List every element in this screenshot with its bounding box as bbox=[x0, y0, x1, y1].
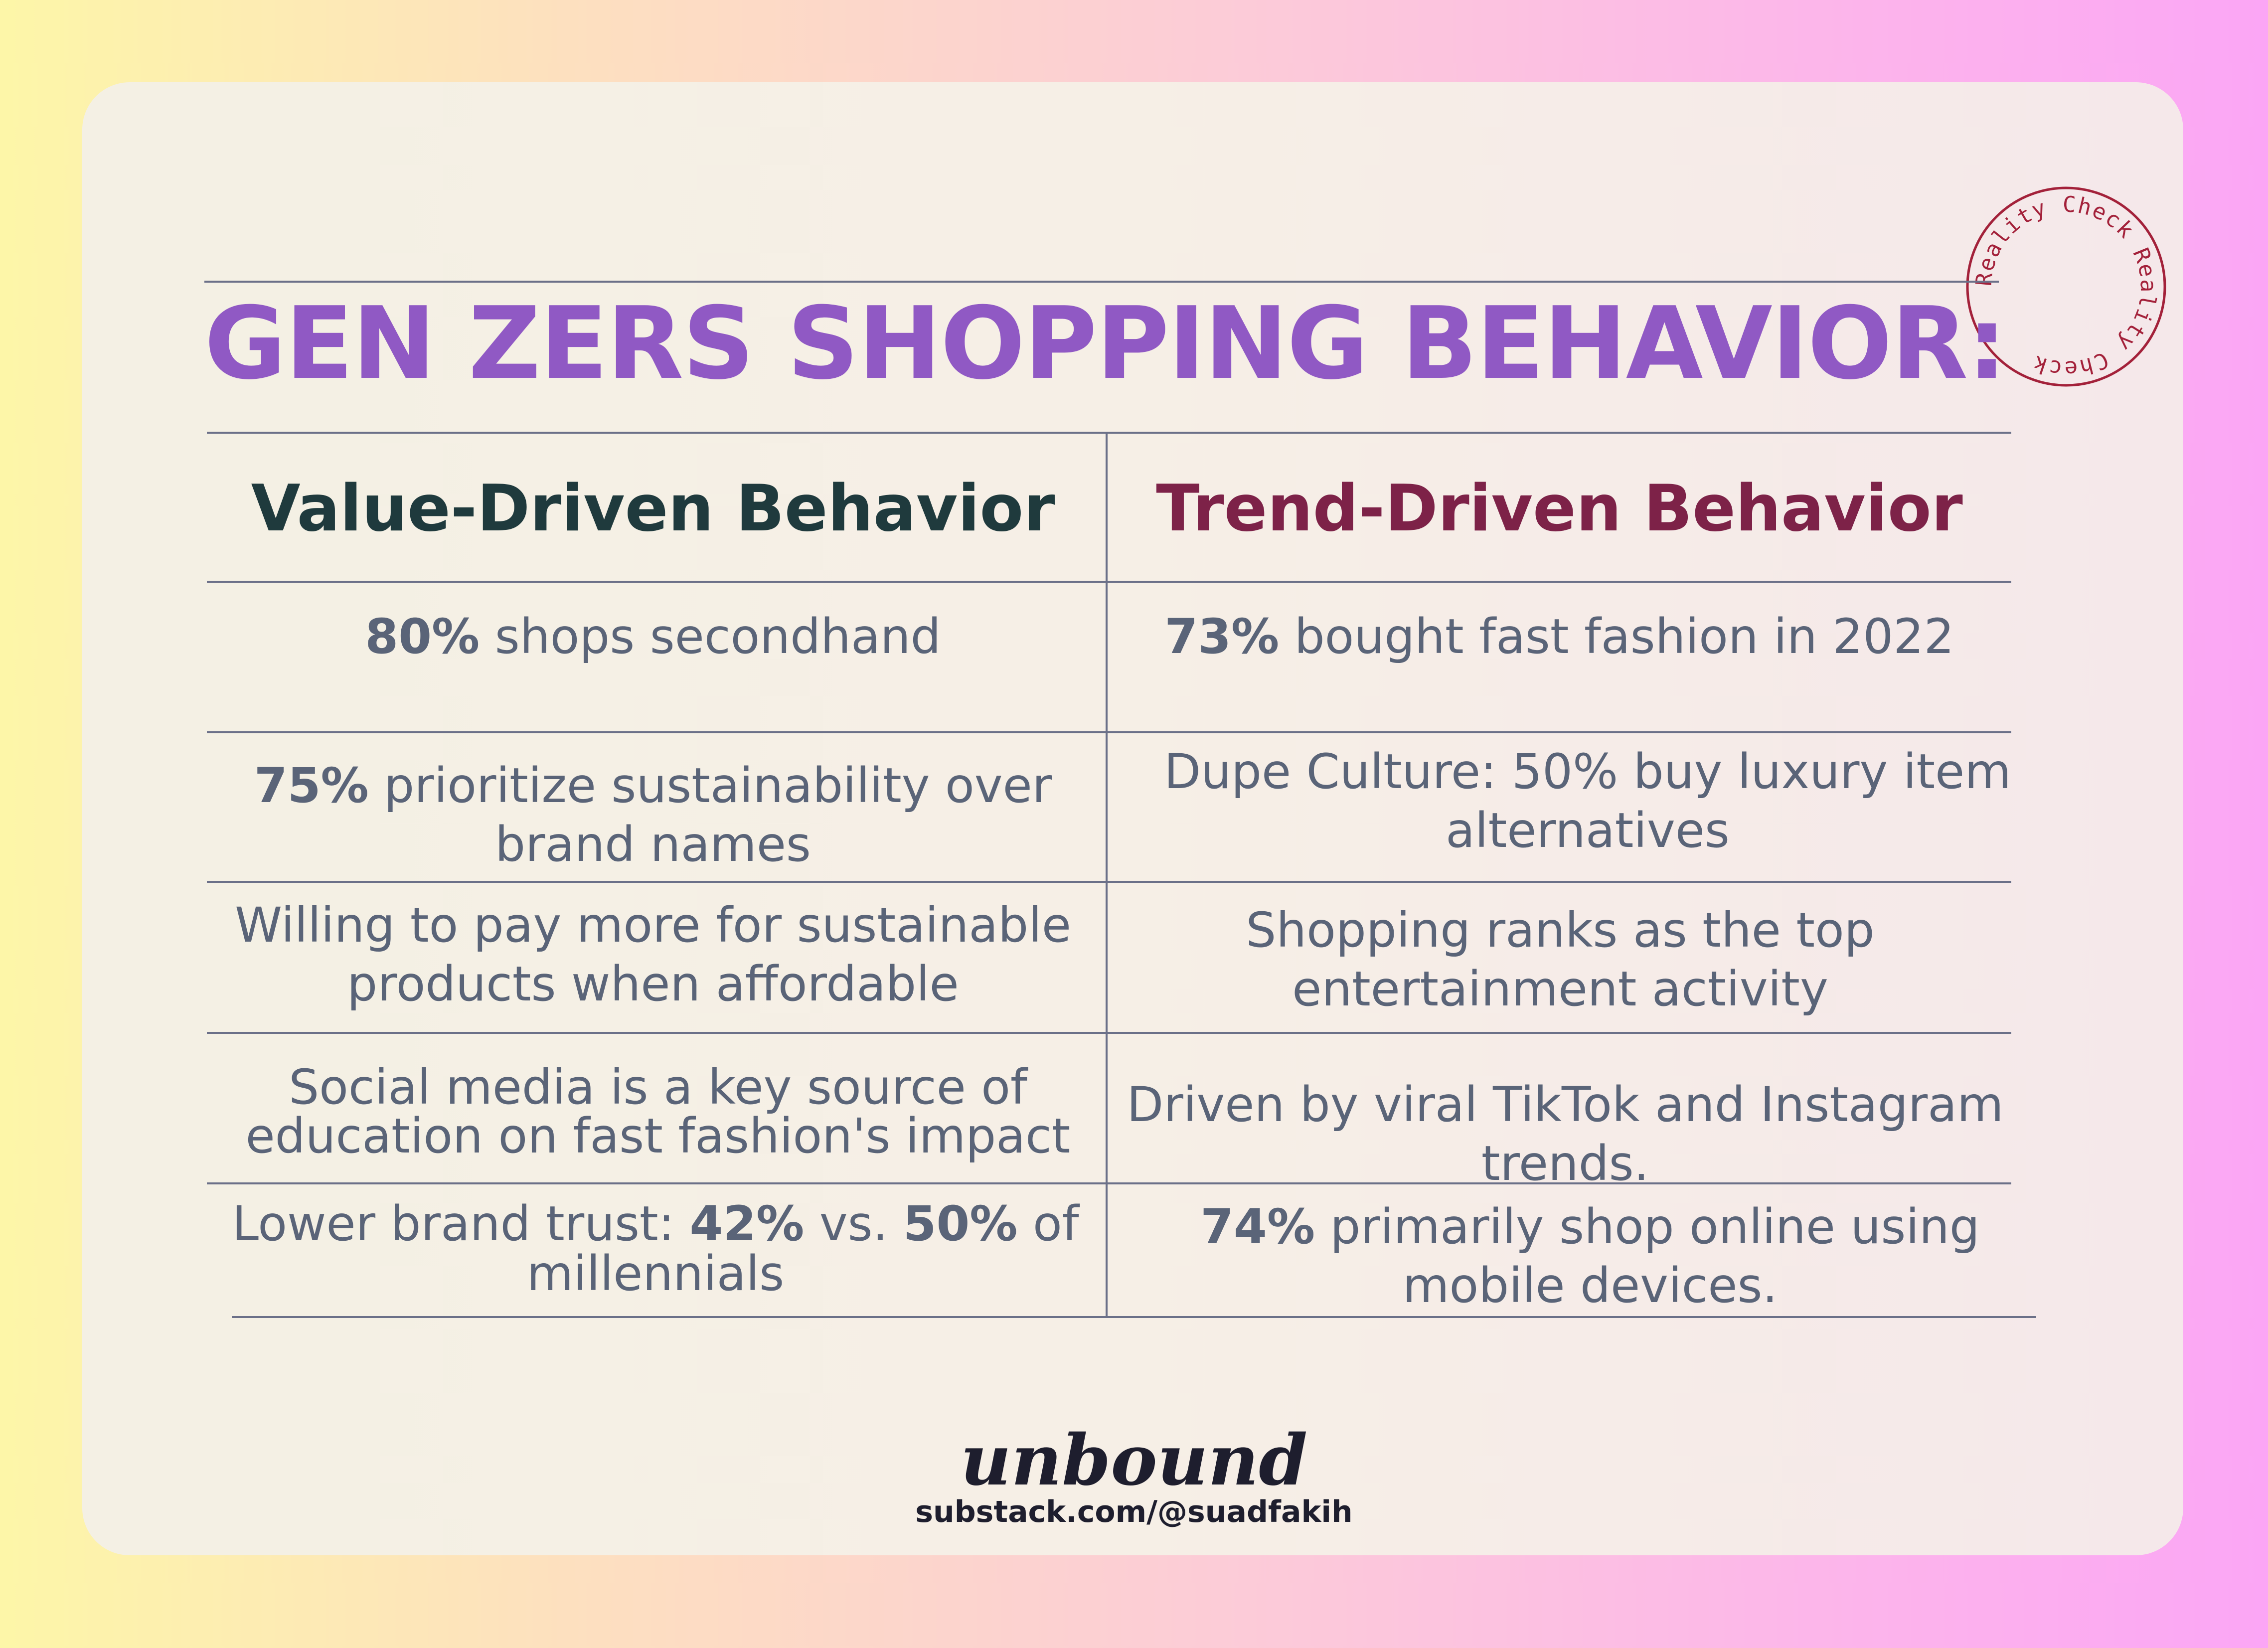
value-cell-3: Willing to pay more for sustainable prod… bbox=[229, 885, 1077, 1024]
stat-value: 74% bbox=[1200, 1199, 1315, 1255]
rule-row-3 bbox=[207, 1032, 2011, 1034]
brand-logo: unbound bbox=[960, 1420, 1308, 1501]
rule-bottom bbox=[232, 1316, 2036, 1318]
trend-cell-5: 74% primarily shop online using mobile d… bbox=[1181, 1191, 1999, 1321]
reality-check-stamp: Reality Check Reality Check bbox=[1966, 186, 2166, 387]
infographic-card bbox=[82, 82, 2183, 1555]
cell-text: Driven by viral TikTok and Instagram tre… bbox=[1127, 1077, 2004, 1191]
rule-row-4 bbox=[207, 1182, 2011, 1184]
trend-cell-1: 73% bought fast fashion in 2022 bbox=[1108, 584, 2011, 689]
stat-value: 80% bbox=[365, 609, 480, 664]
cell-text: bought fast fashion in 2022 bbox=[1279, 609, 1954, 664]
substack-url[interactable]: substack.com/@suadfakih bbox=[915, 1494, 1353, 1529]
trend-cell-3: Shopping ranks as the top entertainment … bbox=[1181, 890, 1939, 1029]
value-cell-2: 75% prioritize sustainability over brand… bbox=[242, 748, 1064, 882]
trend-cell-4: Driven by viral TikTok and Instagram tre… bbox=[1117, 1067, 2014, 1201]
cell-text: shops secondhand bbox=[480, 609, 941, 664]
rule-row-2 bbox=[207, 881, 2011, 883]
column-divider bbox=[1106, 432, 1108, 1317]
cell-text: Willing to pay more for sustainable prod… bbox=[235, 897, 1071, 1012]
stat-value: 50% bbox=[903, 1196, 1018, 1252]
page-title: GEN ZERS SHOPPING BEHAVIOR: bbox=[204, 286, 2007, 402]
rule-under-headers bbox=[207, 581, 2011, 583]
rule-row-1 bbox=[207, 731, 2011, 733]
value-cell-4: Social media is a key source of educatio… bbox=[224, 1059, 1092, 1164]
stat-value: 75% bbox=[254, 758, 369, 814]
value-driven-header: Value-Driven Behavior bbox=[251, 471, 1055, 546]
cell-text: Social media is a key source of educatio… bbox=[245, 1059, 1071, 1164]
cell-text: of millennials bbox=[526, 1196, 1079, 1302]
stat-value: 42% bbox=[689, 1196, 805, 1252]
cell-text: primarily shop online using mobile devic… bbox=[1315, 1199, 1980, 1314]
trend-driven-header: Trend-Driven Behavior bbox=[1156, 471, 1963, 546]
cell-text: Shopping ranks as the top entertainment … bbox=[1246, 902, 1875, 1017]
cell-text: Lower brand trust: bbox=[232, 1196, 690, 1252]
value-cell-1: 80% shops secondhand bbox=[207, 584, 1099, 689]
cell-text: vs. bbox=[804, 1196, 903, 1252]
stat-value: 73% bbox=[1164, 609, 1280, 664]
value-cell-5: Lower brand trust: 42% vs. 50% of millen… bbox=[212, 1191, 1099, 1306]
cell-text: Dupe Culture: 50% buy luxury item altern… bbox=[1164, 744, 2011, 858]
rule-top bbox=[204, 281, 1999, 283]
trend-cell-2: Dupe Culture: 50% buy luxury item altern… bbox=[1141, 734, 2034, 868]
cell-text: prioritize sustainability over brand nam… bbox=[368, 758, 1052, 872]
rule-under-title bbox=[207, 432, 2011, 434]
